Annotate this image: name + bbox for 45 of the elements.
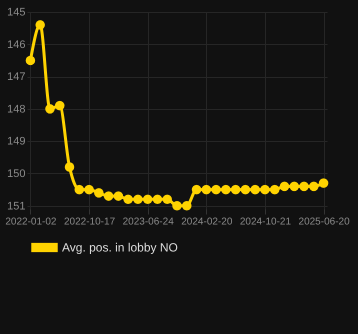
point	[240, 184, 250, 194]
point	[35, 20, 45, 30]
y-tick-label: 147	[7, 71, 26, 84]
y-tick-label: 149	[7, 136, 26, 148]
x-tick-label: 2022-01-02	[5, 216, 57, 228]
point	[280, 182, 290, 192]
point	[221, 184, 231, 194]
point	[84, 184, 94, 194]
point	[54, 100, 64, 110]
y-tick-label: 146	[7, 38, 26, 51]
x-tick-label: 2024-10-21	[240, 216, 292, 228]
point	[94, 188, 104, 198]
x-tick-label: 2022-10-17	[64, 216, 116, 228]
x-tick-label: 2025-06-20	[298, 216, 350, 228]
point	[270, 184, 280, 194]
point	[290, 182, 300, 192]
point	[104, 191, 114, 201]
point	[202, 184, 212, 194]
point	[250, 184, 260, 194]
point	[133, 194, 143, 204]
point	[162, 194, 172, 204]
point	[142, 194, 152, 204]
x-tick-label: 2023-06-24	[122, 216, 174, 228]
point	[318, 178, 328, 188]
point	[182, 201, 192, 211]
point	[211, 184, 221, 194]
point	[172, 201, 182, 211]
y-tick-label: 150	[7, 168, 26, 180]
point	[114, 191, 124, 201]
point	[74, 184, 84, 194]
point	[123, 194, 133, 204]
y-tick-label: 151	[7, 200, 26, 212]
point	[299, 182, 309, 192]
point	[45, 104, 55, 114]
point	[152, 194, 162, 204]
point	[64, 162, 74, 172]
y-tick-label: 148	[7, 103, 26, 116]
point	[26, 56, 36, 66]
y-tick-label: 145	[7, 6, 26, 18]
point	[230, 184, 240, 194]
x-tick-label: 2024-02-20	[181, 216, 233, 228]
point	[192, 184, 202, 194]
point	[260, 184, 270, 194]
point	[309, 182, 319, 192]
legend-label: Avg. pos. in lobby NO	[62, 240, 178, 254]
